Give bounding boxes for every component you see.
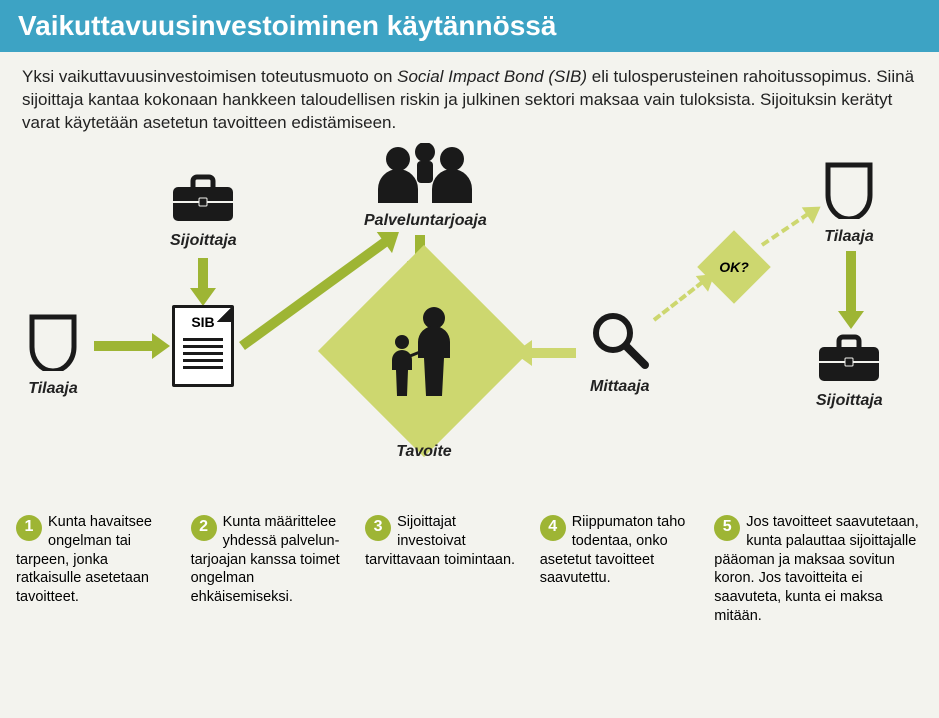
arrow-7 bbox=[761, 212, 810, 247]
step-number: 3 bbox=[365, 515, 391, 541]
step-number: 1 bbox=[16, 515, 42, 541]
node-sib: SIB bbox=[172, 305, 234, 387]
node-palveluntarjoaja: Palveluntarjoaja bbox=[364, 143, 487, 230]
node-mittaaja: Mittaaja bbox=[590, 311, 650, 396]
arrow-2 bbox=[198, 258, 208, 290]
step-number: 2 bbox=[191, 515, 217, 541]
shield-icon bbox=[824, 161, 874, 219]
step-number: 5 bbox=[714, 515, 740, 541]
arrow-8 bbox=[846, 251, 856, 313]
node-tavoite: Tavoite bbox=[344, 271, 504, 431]
step-3: 3 Sijoittajat investoivat tarvittavaan t… bbox=[365, 513, 526, 626]
diamond-shape bbox=[318, 245, 530, 457]
magnifier-icon bbox=[591, 311, 649, 369]
steps-row: 1 Kunta havaitsee ongelman tai tarpeen, … bbox=[0, 513, 939, 626]
intro-text: Yksi vaikuttavuusinvestoimisen toteutusm… bbox=[0, 52, 939, 143]
shield-icon bbox=[28, 313, 78, 371]
flowchart: Tilaaja Sijoittaja SIB Palve bbox=[20, 143, 919, 513]
step-2: 2 Kunta määrittelee yhdessä palvelun­tar… bbox=[191, 513, 352, 626]
step-4: 4 Riippumaton taho todentaa, onko asetet… bbox=[540, 513, 701, 626]
arrow-6 bbox=[653, 280, 704, 321]
briefcase-icon bbox=[817, 333, 881, 383]
node-ok: OK? bbox=[697, 230, 771, 304]
node-sijoittaja-2: Sijoittaja bbox=[816, 333, 883, 410]
node-tilaaja-1: Tilaaja bbox=[28, 313, 78, 398]
family-icon bbox=[384, 306, 464, 396]
node-sijoittaja-1: Sijoittaja bbox=[170, 173, 237, 250]
step-1: 1 Kunta havaitsee ongelman tai tarpeen, … bbox=[16, 513, 177, 626]
briefcase-icon bbox=[171, 173, 235, 223]
people-icon bbox=[370, 143, 480, 203]
step-number: 4 bbox=[540, 515, 566, 541]
header: Vaikuttavuusinvestoiminen käytännössä bbox=[0, 0, 939, 52]
page-title: Vaikuttavuusinvestoiminen käytännössä bbox=[18, 10, 921, 42]
document-icon: SIB bbox=[172, 305, 234, 387]
node-tilaaja-2: Tilaaja bbox=[824, 161, 874, 246]
arrow-5 bbox=[530, 348, 576, 358]
step-text: Jos tavoitteet saavutetaan, kunta palaut… bbox=[714, 513, 923, 626]
step-5: 5 Jos tavoitteet saavutetaan, kunta pala… bbox=[714, 513, 923, 626]
arrow-1 bbox=[94, 341, 154, 351]
